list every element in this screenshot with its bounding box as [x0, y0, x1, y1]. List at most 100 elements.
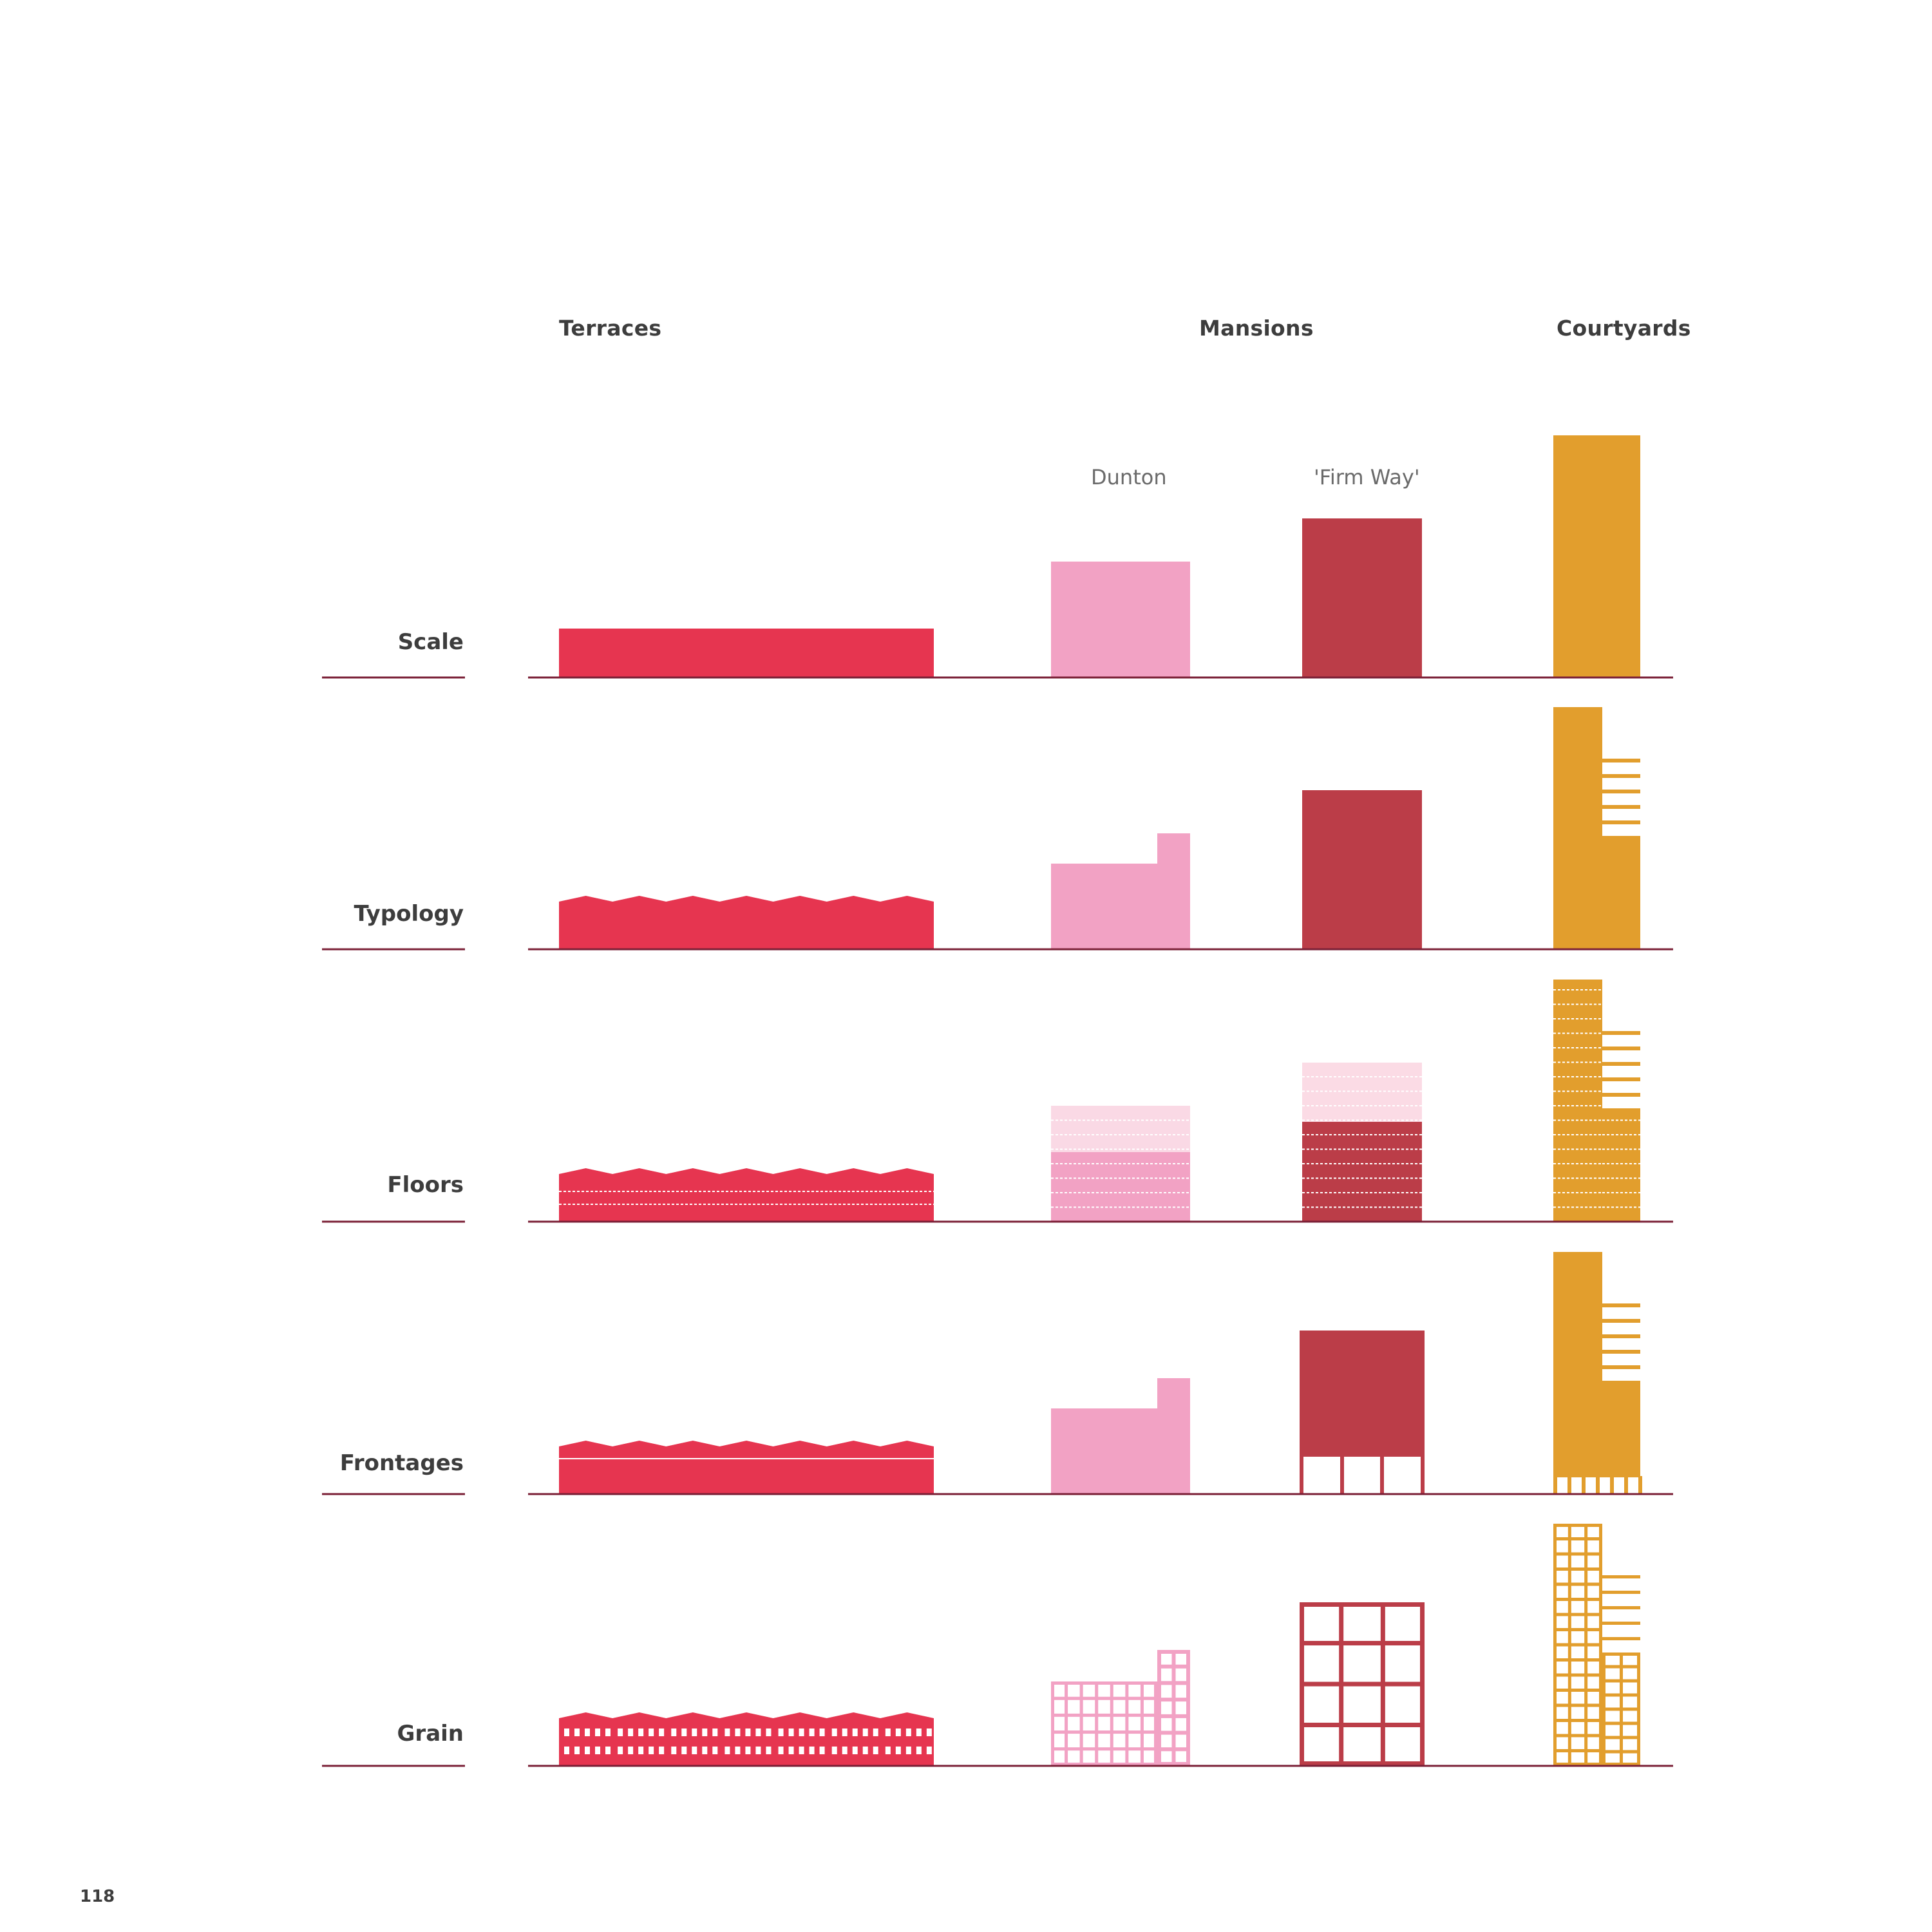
- grain-terraces-group: [559, 1712, 934, 1766]
- grain-terraces-window: [585, 1728, 590, 1736]
- grain-terraces-window: [885, 1728, 891, 1736]
- column-header-terraces: Terraces: [559, 316, 662, 341]
- grain-terraces-window: [788, 1728, 794, 1736]
- row-label-floors: Floors: [387, 1172, 464, 1198]
- frontages-courtyards-pier: [1596, 1476, 1600, 1494]
- grain-terraces-window: [745, 1747, 751, 1754]
- grain-terraces-window: [595, 1747, 600, 1754]
- grain-terraces-window: [638, 1747, 644, 1754]
- row-label-frontages: Frontages: [339, 1450, 464, 1476]
- grain-terraces-window: [595, 1728, 600, 1736]
- grain-terraces-window: [831, 1747, 837, 1754]
- grain-courtyards-balcony: [1602, 1637, 1640, 1640]
- frontages-courtyards-pier: [1638, 1476, 1642, 1494]
- row-label-typology: Typology: [354, 901, 464, 927]
- grain-terraces-window: [745, 1728, 751, 1736]
- frontages-courtyards-balcony: [1602, 1365, 1640, 1369]
- grain-terraces-window: [799, 1728, 804, 1736]
- floors-courtyards-balcony: [1602, 1046, 1640, 1050]
- grain-terraces-window: [819, 1747, 825, 1754]
- grain-terraces-window: [628, 1728, 634, 1736]
- grain-terraces-window: [649, 1747, 654, 1754]
- typology-firm-way-block: [1302, 790, 1422, 949]
- column-header-courtyards: Courtyards: [1557, 316, 1691, 341]
- grain-terraces-window: [712, 1747, 718, 1754]
- grain-courtyards-balcony: [1602, 1575, 1640, 1578]
- grain-terraces-block: [559, 1712, 934, 1766]
- grain-terraces-window: [809, 1747, 815, 1754]
- frontages-courtyards-balcony: [1602, 1319, 1640, 1323]
- typology-courtyards-balcony: [1602, 820, 1640, 824]
- grain-terraces-window: [659, 1728, 665, 1736]
- grain-courtyards-balcony: [1602, 1591, 1640, 1594]
- grain-terraces-window: [885, 1747, 891, 1754]
- grain-terraces-window: [842, 1728, 848, 1736]
- frontages-courtyards-pier: [1553, 1476, 1557, 1494]
- floors-terraces-block: [559, 1168, 934, 1222]
- typology-courtyards-balcony: [1602, 805, 1640, 809]
- grain-courtyards-balcony: [1602, 1606, 1640, 1609]
- floors-courtyards-balcony: [1602, 1077, 1640, 1081]
- grain-terraces-window: [618, 1747, 623, 1754]
- grain-terraces-window: [873, 1728, 878, 1736]
- grain-terraces-window: [671, 1728, 677, 1736]
- grain-terraces-window: [819, 1728, 825, 1736]
- frontages-courtyards-podium: [1602, 1381, 1640, 1477]
- floors-courtyards-balcony: [1602, 1031, 1640, 1035]
- page-number: 118: [80, 1887, 115, 1906]
- grain-terraces-window: [916, 1747, 922, 1754]
- subheader-firm-way: 'Firm Way': [1314, 465, 1420, 489]
- grain-terraces-window: [831, 1728, 837, 1736]
- floors-firm-way-upper: [1302, 1063, 1422, 1122]
- grain-terraces-window: [692, 1728, 697, 1736]
- grain-terraces-window: [926, 1747, 932, 1754]
- typology-terraces-block: [559, 896, 934, 949]
- grain-terraces-window: [799, 1747, 804, 1754]
- floors-dunton-lower: [1051, 1152, 1190, 1222]
- scale-terraces-block: [559, 629, 934, 677]
- grain-terraces-window: [755, 1747, 761, 1754]
- frontages-firm-way-pier: [1421, 1455, 1425, 1494]
- grain-terraces-window: [905, 1747, 911, 1754]
- grain-terraces-window: [724, 1747, 730, 1754]
- grain-terraces-window: [702, 1728, 708, 1736]
- grain-terraces-window: [862, 1728, 868, 1736]
- frontages-courtyards-pier: [1624, 1476, 1628, 1494]
- grain-terraces-window: [712, 1728, 718, 1736]
- frontages-firm-way-upper: [1300, 1331, 1425, 1457]
- grain-terraces-window: [638, 1728, 644, 1736]
- frontages-dunton-low: [1051, 1408, 1158, 1494]
- grain-terraces-window: [735, 1747, 741, 1754]
- grain-courtyards-balcony: [1602, 1622, 1640, 1625]
- grain-terraces-window: [809, 1728, 815, 1736]
- frontages-courtyards-balcony: [1602, 1303, 1640, 1307]
- frontages-firm-way-pier: [1380, 1455, 1384, 1494]
- grain-terraces-window: [702, 1747, 708, 1754]
- floors-courtyards-podium: [1602, 1108, 1640, 1222]
- grain-terraces-window: [564, 1747, 569, 1754]
- grain-terraces-window: [926, 1728, 932, 1736]
- typology-dunton-low: [1051, 864, 1158, 949]
- frontages-courtyards-pier: [1610, 1476, 1614, 1494]
- typology-courtyards-podium: [1602, 836, 1640, 949]
- column-header-mansions: Mansions: [1199, 316, 1314, 341]
- grain-terraces-window: [574, 1747, 580, 1754]
- frontages-courtyards-pier: [1567, 1476, 1571, 1494]
- grain-dunton-low-frame: [1051, 1681, 1157, 1766]
- grain-terraces-window: [671, 1747, 677, 1754]
- grain-terraces-window: [681, 1747, 687, 1754]
- grain-terraces-window: [692, 1747, 697, 1754]
- row-label-scale: Scale: [397, 629, 464, 655]
- grain-terraces-window: [895, 1728, 901, 1736]
- grain-terraces-window: [852, 1728, 858, 1736]
- grain-terraces-window: [778, 1728, 784, 1736]
- frontages-courtyards-balcony: [1602, 1334, 1640, 1338]
- typology-courtyards-tower: [1553, 707, 1602, 949]
- grain-terraces-window: [916, 1728, 922, 1736]
- typology-courtyards-balcony: [1602, 790, 1640, 793]
- grain-terraces-window: [628, 1747, 634, 1754]
- typology-dunton-high: [1157, 833, 1190, 949]
- grain-terraces-window: [649, 1728, 654, 1736]
- grain-terraces-window: [585, 1747, 590, 1754]
